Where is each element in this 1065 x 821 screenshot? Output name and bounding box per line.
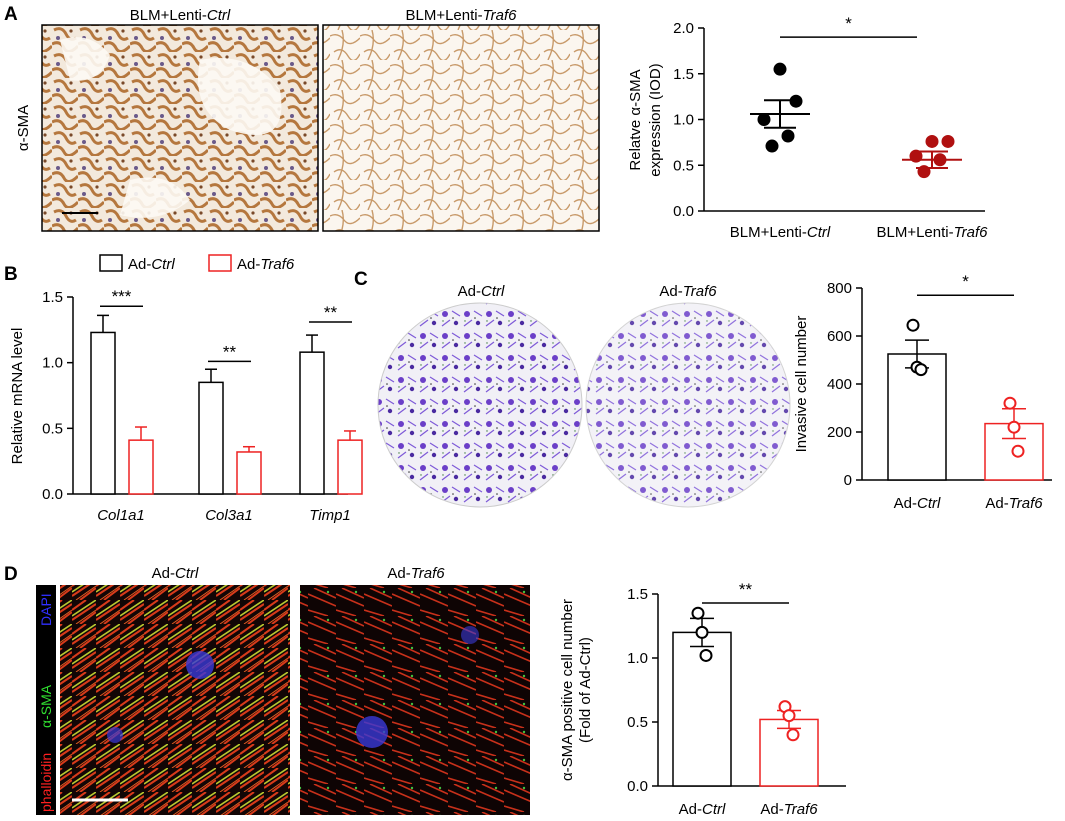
chart-c-y-tick-label: 200 (827, 424, 852, 441)
chart-d-y-tick-label: 1.0 (627, 650, 648, 667)
chart-b-bar (236, 451, 262, 495)
chart-b-y-tick-label: 0.0 (42, 486, 63, 503)
chart-b-y-tick-label: 1.0 (42, 355, 63, 372)
nucleus-d-traf6-2 (461, 626, 479, 644)
stain-label-phalloidin: phalloidin (38, 753, 54, 812)
panel-letter-c: C (354, 269, 368, 290)
panel-c-image-title-ctrl: Ad-Ctrl (458, 283, 505, 300)
nucleus-d-ctrl-2 (107, 727, 123, 743)
chart-d-point (691, 606, 705, 620)
chart-b-x-tick-label: Col1a1 (97, 507, 145, 524)
stain-label-dapi: DAPI (38, 593, 54, 626)
chart-c-x-tick-label: Ad-Traf6 (985, 495, 1043, 512)
chart-a-point (757, 113, 771, 126)
chart-a-y-tick-label: 1.5 (673, 66, 694, 83)
chart-a-x-tick-label: BLM+Lenti-Ctrl (730, 224, 831, 241)
chart-a-y-tick-label: 2.0 (673, 20, 694, 37)
chart-d-y-tick-label: 0.0 (627, 778, 648, 795)
chart-b-legend-label: Ad-Traf6 (237, 256, 295, 273)
chart-b-bar (128, 439, 154, 495)
chart-c-point (906, 318, 920, 332)
panel-c-image-title-traf6: Ad-Traf6 (659, 283, 717, 300)
chart-b-bar (198, 381, 224, 495)
chart-d-bar (759, 718, 819, 787)
chart-d-y-label: (Fold of Ad-Ctrl) (577, 637, 594, 743)
panel-letter-a: A (4, 4, 18, 25)
chart-a-scatter: 0.0 0.5 1.0 1.5 2.0 Relatve α-SMA expression (… (627, 14, 988, 241)
micrograph-d-traf6 (300, 585, 530, 815)
chart-b-x-tick-label: Col3a1 (205, 507, 253, 524)
chart-c-y-tick-label: 400 (827, 376, 852, 393)
chart-b-x-tick-label: Timp1 (309, 507, 351, 524)
panel-a-image-title-ctrl: BLM+Lenti-Ctrl (130, 7, 231, 24)
transwell-c-traf6 (585, 302, 791, 508)
chart-d-x-tick-label: Ad-Traf6 (760, 801, 818, 818)
chart-c-y-label: Invasive cell number (793, 316, 810, 453)
chart-d-point (695, 625, 709, 639)
chart-c-point (1003, 396, 1017, 410)
stain-label-asma: α-SMA (38, 684, 54, 728)
chart-a-point (781, 129, 795, 143)
chart-c-significance-label: * (962, 272, 969, 291)
chart-b-significance-label: ** (223, 342, 237, 361)
panel-a-image-title-traf6: BLM+Lenti-Traf6 (405, 7, 517, 24)
panel-c-images: Ad-Ctrl Ad-Traf6 (377, 283, 791, 508)
chart-b-y-label: Relative mRNA level (9, 328, 26, 465)
chart-a-point (773, 62, 787, 76)
chart-c-point (914, 363, 928, 377)
chart-d-point (782, 709, 796, 723)
micrograph-d-ctrl (60, 585, 290, 815)
panel-d-image-title-ctrl: Ad-Ctrl (152, 565, 199, 582)
panel-letter-d: D (4, 564, 18, 585)
chart-d-significance-label: ** (739, 580, 753, 599)
chart-c-y-tick-label: 0 (844, 472, 852, 489)
chart-b-y-tick-label: 0.5 (42, 420, 63, 437)
chart-d-y-label: α-SMA positive cell number (559, 599, 576, 781)
chart-a-y-tick-label: 0.5 (673, 157, 694, 174)
chart-b-legend-swatch (99, 254, 123, 272)
chart-a-y-tick-label: 1.0 (673, 112, 694, 129)
chart-d-y-tick-label: 0.5 (627, 714, 648, 731)
chart-b-legend-swatch (208, 254, 232, 272)
chart-c-point (1007, 420, 1021, 434)
chart-d-y-tick-label: 1.5 (627, 586, 648, 603)
stain-label-strip (36, 585, 56, 815)
nucleus-d-traf6-1 (356, 716, 388, 748)
chart-c-point (1011, 444, 1025, 458)
stain-label-a: α-SMA (15, 105, 32, 151)
chart-b-significance-label: ** (324, 303, 338, 322)
nucleus-d-ctrl-1 (186, 651, 214, 679)
chart-d-point (786, 728, 800, 742)
panel-letter-b: B (4, 264, 18, 285)
chart-c-x-tick-label: Ad-Ctrl (894, 495, 941, 512)
chart-b-legend-label: Ad-Ctrl (128, 256, 175, 273)
chart-c-y-tick-label: 800 (827, 280, 852, 297)
chart-b-bars: 0.0 0.5 1.0 1.5 Relative mRNA level Ad-Ctrl Ad… (9, 254, 363, 524)
chart-a-x-tick-label: BLM+Lenti-Traf6 (876, 224, 988, 241)
transwell-c-ctrl (377, 302, 583, 508)
chart-a-y-label: expression (IOD) (647, 63, 664, 176)
chart-b-significance-label: *** (112, 287, 132, 306)
chart-b-y-tick-label: 1.5 (42, 289, 63, 306)
chart-d-bars: 0.0 0.5 1.0 1.5 α-SMA positive cell number (F… (559, 580, 846, 818)
chart-a-y-label: Relatve α-SMA (627, 69, 644, 170)
chart-c-y-tick-label: 600 (827, 328, 852, 345)
chart-a-y-tick-label: 0.0 (673, 203, 694, 220)
chart-b-bar (337, 439, 363, 495)
panel-a-images: BLM+Lenti-Ctrl BLM+Lenti-Traf6 α-SMA (15, 7, 600, 232)
micrograph-a-traf6 (322, 24, 600, 232)
chart-a-point (941, 134, 955, 148)
chart-a-significance-label: * (845, 14, 852, 33)
chart-d-point (699, 648, 713, 662)
panel-d-images: Ad-Ctrl Ad-Traf6 phalloidin α-SMA DAPI (36, 565, 530, 815)
chart-b-bar (299, 351, 325, 495)
chart-b-bar (90, 331, 116, 495)
chart-a-point (925, 134, 939, 148)
chart-d-x-tick-label: Ad-Ctrl (679, 801, 726, 818)
chart-c-bars: 0 200 400 600 800 Invasive cell number Ad-Ctrl… (793, 272, 1052, 512)
panel-d-image-title-traf6: Ad-Traf6 (387, 565, 445, 582)
micrograph-a-ctrl-airspace (60, 37, 282, 218)
chart-a-point (765, 139, 779, 153)
